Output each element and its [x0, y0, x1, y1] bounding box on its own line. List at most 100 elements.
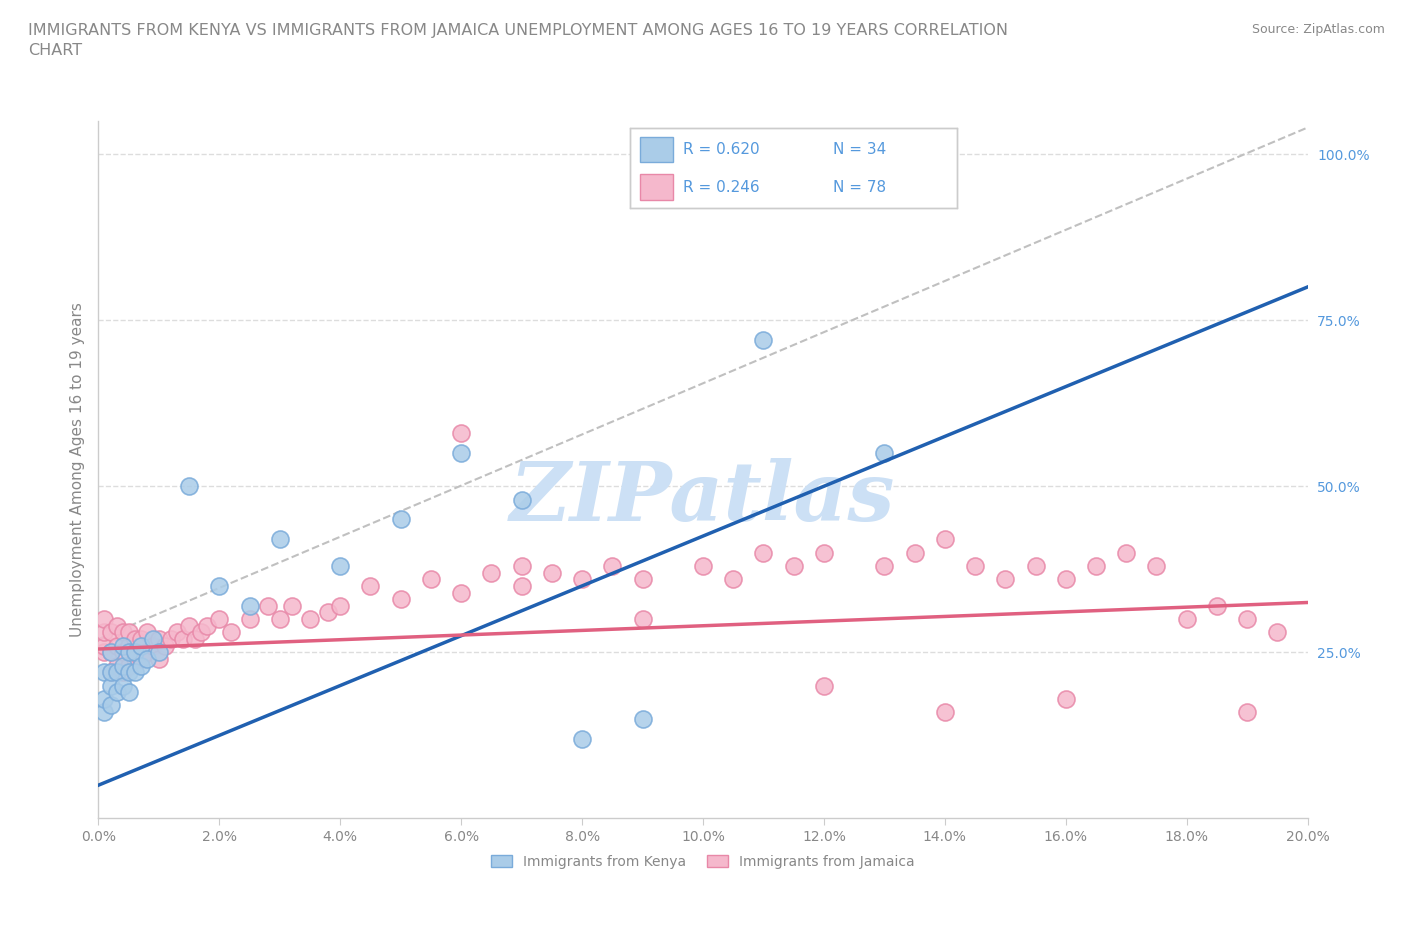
- Point: [153, 638, 176, 653]
- Point: [184, 631, 207, 646]
- Point: [111, 644, 134, 659]
- Point: [1267, 625, 1289, 640]
- Point: [329, 598, 352, 613]
- Point: [93, 625, 115, 640]
- Point: [1054, 572, 1077, 587]
- Point: [1054, 691, 1077, 706]
- Point: [93, 705, 115, 720]
- Point: [93, 691, 115, 706]
- Point: [93, 665, 115, 680]
- Point: [316, 605, 339, 620]
- Point: [813, 678, 835, 693]
- Point: [172, 631, 194, 646]
- Point: [111, 665, 134, 680]
- Point: [135, 652, 157, 667]
- Point: [1115, 545, 1137, 560]
- Point: [100, 625, 122, 640]
- Point: [934, 532, 956, 547]
- Text: Source: ZipAtlas.com: Source: ZipAtlas.com: [1251, 23, 1385, 36]
- Point: [965, 559, 987, 574]
- Point: [208, 578, 231, 593]
- Point: [221, 625, 243, 640]
- Point: [631, 612, 654, 627]
- Point: [105, 638, 128, 653]
- Point: [124, 665, 146, 680]
- Point: [329, 559, 352, 574]
- Point: [195, 618, 218, 633]
- Point: [420, 572, 443, 587]
- Point: [208, 612, 231, 627]
- Point: [105, 658, 128, 673]
- Point: [269, 532, 291, 547]
- Point: [510, 492, 533, 507]
- Point: [269, 612, 291, 627]
- Point: [239, 612, 262, 627]
- Point: [118, 638, 141, 653]
- Point: [783, 559, 806, 574]
- Point: [389, 591, 412, 606]
- Point: [813, 545, 835, 560]
- Point: [166, 625, 188, 640]
- Point: [179, 618, 201, 633]
- Point: [135, 625, 157, 640]
- Point: [148, 644, 170, 659]
- Point: [118, 665, 141, 680]
- Point: [93, 638, 115, 653]
- Point: [100, 644, 122, 659]
- Point: [510, 578, 533, 593]
- Point: [510, 559, 533, 574]
- Point: [723, 572, 745, 587]
- Point: [239, 598, 262, 613]
- Point: [100, 644, 122, 659]
- Point: [873, 445, 896, 460]
- Text: IMMIGRANTS FROM KENYA VS IMMIGRANTS FROM JAMAICA UNEMPLOYMENT AMONG AGES 16 TO 1: IMMIGRANTS FROM KENYA VS IMMIGRANTS FROM…: [28, 23, 1008, 58]
- Point: [450, 445, 472, 460]
- Point: [1144, 559, 1167, 574]
- Point: [100, 698, 122, 713]
- Point: [571, 572, 593, 587]
- Point: [1085, 559, 1108, 574]
- Point: [118, 658, 141, 673]
- Point: [129, 631, 152, 646]
- Point: [111, 638, 134, 653]
- Point: [602, 559, 624, 574]
- Legend: Immigrants from Kenya, Immigrants from Jamaica: Immigrants from Kenya, Immigrants from J…: [485, 849, 921, 874]
- Point: [360, 578, 382, 593]
- Point: [299, 612, 322, 627]
- Point: [631, 711, 654, 726]
- Point: [129, 658, 152, 673]
- Point: [142, 638, 165, 653]
- Point: [142, 631, 165, 646]
- Point: [100, 665, 122, 680]
- Point: [540, 565, 562, 580]
- Point: [105, 618, 128, 633]
- Point: [389, 512, 412, 527]
- Point: [256, 598, 278, 613]
- Point: [100, 665, 122, 680]
- Point: [111, 678, 134, 693]
- Point: [148, 652, 170, 667]
- Point: [93, 644, 115, 659]
- Point: [1236, 612, 1258, 627]
- Text: ZIPatlas: ZIPatlas: [510, 458, 896, 538]
- Point: [124, 644, 146, 659]
- Point: [160, 631, 183, 646]
- Point: [148, 631, 170, 646]
- Point: [111, 625, 134, 640]
- Point: [190, 625, 212, 640]
- Point: [111, 658, 134, 673]
- Point: [118, 684, 141, 699]
- Point: [450, 426, 472, 441]
- Point: [873, 559, 896, 574]
- Point: [1175, 612, 1198, 627]
- Point: [752, 333, 775, 348]
- Point: [100, 678, 122, 693]
- Point: [105, 665, 128, 680]
- Point: [692, 559, 714, 574]
- Point: [124, 631, 146, 646]
- Point: [934, 705, 956, 720]
- Point: [124, 652, 146, 667]
- Point: [631, 572, 654, 587]
- Point: [179, 479, 201, 494]
- Point: [1206, 598, 1229, 613]
